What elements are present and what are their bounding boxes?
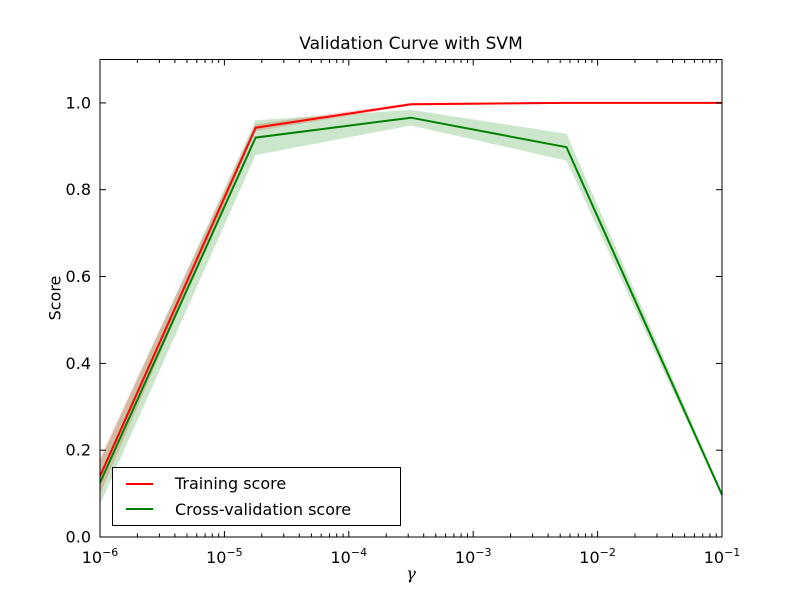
- legend-swatch-0: [126, 482, 153, 485]
- legend-label-training: Training score: [175, 474, 287, 494]
- plot-border: [99, 59, 723, 538]
- legend-item: Training score: [113, 474, 400, 493]
- y-tick-label: 0.2: [66, 441, 91, 460]
- legend-swatch-1: [126, 508, 153, 511]
- x-tick-label: 10−3: [455, 546, 492, 567]
- y-tick-label: 0.0: [66, 528, 91, 547]
- y-tick-label: 0.4: [66, 354, 91, 373]
- cv-line: [99, 116, 723, 496]
- x-tick-label: 10−6: [82, 546, 119, 567]
- legend-label-cv: Cross-validation score: [175, 499, 352, 519]
- y-axis-label: Score: [45, 275, 65, 321]
- x-tick-label: 10−4: [331, 546, 368, 567]
- x-tick-label: 10−2: [579, 546, 616, 567]
- x-tick-label: 10−1: [704, 546, 741, 567]
- training-band: [100, 102, 722, 495]
- legend: Training score Cross-validation score: [112, 467, 401, 526]
- y-tick-label: 1.0: [66, 93, 91, 112]
- x-tick-label: 10−5: [206, 546, 243, 567]
- legend-item: Cross-validation score: [113, 500, 400, 519]
- y-tick-label: 0.6: [66, 267, 91, 286]
- chart-title: Validation Curve with SVM: [299, 34, 523, 54]
- y-tick-label: 0.8: [66, 180, 91, 199]
- cv-band: [100, 109, 722, 505]
- x-axis-label: γ: [406, 564, 416, 583]
- training-line: [99, 101, 722, 477]
